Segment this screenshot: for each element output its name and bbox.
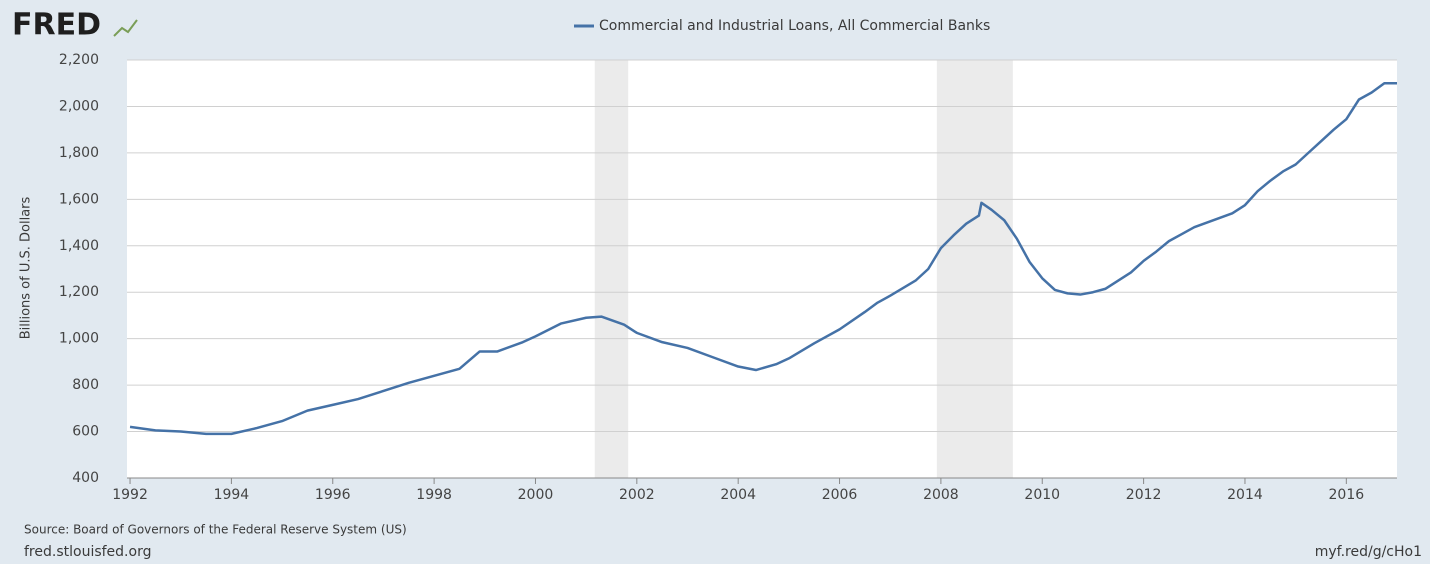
plot-area bbox=[127, 60, 1397, 478]
y-tick-label: 2,200 bbox=[59, 52, 99, 68]
x-tick-label: 2012 bbox=[1126, 487, 1162, 503]
x-tick-label: 2008 bbox=[923, 487, 959, 503]
x-tick-label: 2016 bbox=[1329, 487, 1365, 503]
x-tick-label: 1994 bbox=[214, 487, 250, 503]
y-tick-label: 800 bbox=[72, 377, 99, 393]
x-tick-label: 2006 bbox=[822, 487, 858, 503]
source: Source: Board of Governors of the Federa… bbox=[24, 523, 407, 537]
x-tick-label: 1992 bbox=[112, 487, 148, 503]
legend-label: Commercial and Industrial Loans, All Com… bbox=[599, 18, 990, 34]
x-tick-label: 2014 bbox=[1227, 487, 1263, 503]
x-tick-label: 1998 bbox=[416, 487, 452, 503]
line-series bbox=[129, 81, 1397, 436]
recession-band bbox=[594, 60, 629, 478]
y-tick-label: 400 bbox=[72, 470, 99, 486]
y-tick-label: 1,600 bbox=[59, 191, 99, 207]
x-tick-label: 2000 bbox=[518, 487, 554, 503]
x-tick-label: 1996 bbox=[315, 487, 351, 503]
y-tick-label: 1,000 bbox=[59, 331, 99, 347]
x-tick-label: 2002 bbox=[619, 487, 655, 503]
y-tick-label: 2,000 bbox=[59, 98, 99, 114]
logo: FRED bbox=[12, 8, 101, 43]
x-tick-label: 2004 bbox=[720, 487, 756, 503]
footer-left: fred.stlouisfed.org bbox=[24, 544, 151, 560]
y-tick-label: 1,800 bbox=[59, 145, 99, 161]
y-tick-label: 1,200 bbox=[59, 284, 99, 300]
y-axis-label: Billions of U.S. Dollars bbox=[19, 196, 34, 339]
footer-right: myf.red/g/cHo1 bbox=[1315, 544, 1422, 560]
x-tick-label: 2010 bbox=[1024, 487, 1060, 503]
recession-band bbox=[936, 60, 1013, 478]
logo-icon bbox=[113, 19, 138, 37]
y-tick-label: 1,400 bbox=[59, 238, 99, 254]
y-tick-label: 600 bbox=[72, 424, 99, 440]
